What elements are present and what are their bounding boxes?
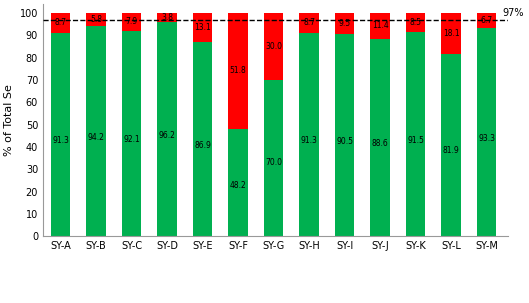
Text: 8.7: 8.7 [303, 18, 315, 27]
Text: 91.5: 91.5 [407, 136, 424, 145]
Bar [229, 129, 248, 236]
Bar [299, 32, 319, 236]
Y-axis label: % of Total Se: % of Total Se [4, 84, 14, 156]
Text: 3.8: 3.8 [161, 13, 173, 22]
Text: 86.9: 86.9 [194, 141, 211, 150]
Bar [122, 31, 141, 236]
Text: 11.4: 11.4 [372, 21, 389, 30]
Bar [86, 13, 106, 26]
Text: 94.2: 94.2 [88, 133, 105, 142]
Text: 18.1: 18.1 [443, 29, 460, 38]
Bar [122, 13, 141, 31]
Bar [442, 54, 461, 236]
Bar [264, 13, 284, 80]
Text: 88.6: 88.6 [372, 139, 389, 148]
Text: 6.7: 6.7 [481, 16, 493, 25]
Text: 7.9: 7.9 [126, 17, 138, 26]
Text: 70.0: 70.0 [265, 158, 282, 167]
Bar [406, 13, 425, 32]
Bar [335, 13, 354, 34]
Bar [264, 80, 284, 236]
Bar [51, 13, 70, 32]
Bar [193, 42, 213, 236]
Text: 9.5: 9.5 [339, 19, 351, 28]
Bar [406, 32, 425, 236]
Bar [51, 32, 70, 236]
Bar [477, 13, 497, 28]
Text: 8.5: 8.5 [410, 18, 422, 27]
Text: 92.1: 92.1 [123, 135, 140, 144]
Bar [86, 26, 106, 236]
Text: 90.5: 90.5 [336, 137, 353, 146]
Bar [158, 13, 177, 22]
Text: 91.3: 91.3 [301, 136, 317, 145]
Text: 51.8: 51.8 [230, 66, 247, 75]
Text: 13.1: 13.1 [194, 23, 211, 32]
Text: 97%: 97% [503, 8, 524, 18]
Text: 30.0: 30.0 [265, 42, 282, 51]
Bar [229, 13, 248, 129]
Bar [335, 34, 354, 236]
Bar [299, 13, 319, 32]
Text: 8.7: 8.7 [54, 18, 67, 27]
Bar [370, 13, 390, 38]
Text: 96.2: 96.2 [159, 131, 176, 140]
Text: 81.9: 81.9 [443, 146, 460, 155]
Text: 48.2: 48.2 [230, 181, 247, 190]
Bar [442, 13, 461, 54]
Bar [193, 13, 213, 42]
Bar [158, 22, 177, 236]
Bar [370, 38, 390, 236]
Bar [477, 28, 497, 236]
Text: 93.3: 93.3 [478, 134, 495, 143]
Text: 91.3: 91.3 [52, 136, 69, 145]
Text: 5.8: 5.8 [90, 15, 102, 24]
